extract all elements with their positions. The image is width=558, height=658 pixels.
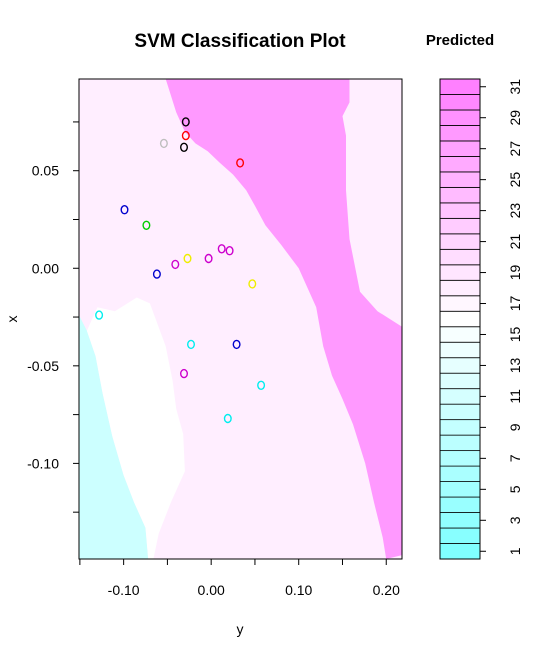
x-axis-label: y: [237, 621, 244, 637]
data-point-4: [236, 158, 245, 168]
data-points: [95, 117, 266, 424]
color-key-label: 15: [507, 327, 523, 343]
color-key-cell: [439, 434, 481, 452]
color-key-cell: [439, 341, 481, 359]
color-key-cell: [439, 372, 481, 390]
data-point-0: [181, 117, 190, 127]
x-tick-label: -0.10: [108, 582, 140, 598]
color-key-cell: [439, 125, 481, 142]
data-point-6: [142, 220, 151, 231]
color-key-label: 31: [507, 79, 523, 95]
color-key-label: 25: [507, 172, 523, 188]
data-point-16: [232, 339, 241, 350]
decision-region-1: [86, 297, 185, 559]
decision-region-0: [79, 315, 149, 559]
color-key-cell: [439, 186, 481, 204]
decision-regions: [79, 79, 402, 559]
color-key-cell: [439, 465, 481, 482]
color-key-cell: [439, 78, 481, 95]
data-point-10: [183, 253, 192, 264]
y-tick-label: 0.00: [32, 260, 59, 276]
color-key-label: 23: [507, 203, 523, 219]
data-point-13: [248, 279, 257, 289]
data-point-7: [217, 244, 226, 254]
color-key-label: 19: [507, 265, 523, 281]
chart-title: SVM Classification Plot: [134, 31, 346, 52]
color-key-cell: [439, 217, 481, 235]
color-key-cell: [439, 512, 481, 529]
legend-title: Predicted: [426, 32, 494, 49]
color-key-cell: [439, 310, 481, 328]
data-point-2: [159, 138, 168, 149]
color-key-cell: [439, 481, 481, 498]
color-key-cell: [439, 326, 481, 343]
decision-region-2: [165, 79, 402, 559]
color-key-cell: [439, 109, 481, 126]
y-axis-label: x: [4, 316, 20, 323]
color-key-label: 17: [507, 296, 523, 312]
color-key-cell: [439, 496, 481, 513]
data-point-12: [152, 269, 161, 279]
data-point-17: [179, 368, 188, 379]
data-point-1: [181, 130, 190, 141]
x-tick-label: 0.20: [373, 582, 400, 598]
color-key-label: 13: [507, 358, 523, 374]
data-point-19: [223, 413, 232, 424]
color-key-cell: [439, 279, 481, 297]
data-point-3: [179, 142, 188, 153]
color-key-cell: [439, 543, 481, 560]
color-key-label: 3: [507, 516, 523, 524]
y-tick-label: 0.05: [32, 163, 59, 179]
color-key-cell: [439, 527, 481, 544]
color-key-cell: [439, 403, 481, 421]
color-key-cell: [439, 388, 481, 405]
color-key-cell: [439, 295, 481, 312]
y-tick-label: -0.10: [27, 455, 59, 471]
color-key-cell: [439, 419, 481, 436]
color-key-cell: [439, 171, 481, 188]
color-key-label: 21: [507, 234, 523, 250]
color-key-label: 1: [507, 547, 523, 555]
color-key-cell: [439, 94, 481, 111]
color-key-label: 29: [507, 110, 523, 126]
data-point-8: [225, 245, 234, 256]
y-tick-label: -0.05: [27, 358, 59, 374]
color-key-cell: [439, 357, 481, 374]
color-key-cell: [439, 202, 481, 219]
color-key-label: 7: [507, 454, 523, 462]
color-key-border: [439, 78, 481, 560]
color-key-cell: [439, 450, 481, 467]
color-key-cell: [439, 264, 481, 281]
color-key-label: 5: [507, 485, 523, 493]
color-key-cell: [439, 248, 481, 266]
x-tick-label: 0.00: [198, 582, 225, 598]
data-point-9: [204, 253, 213, 264]
color-key-cell: [439, 140, 481, 157]
data-point-18: [257, 380, 266, 390]
x-tick-label: 0.10: [285, 582, 312, 598]
color-key-label: 27: [507, 141, 523, 157]
color-key-cell: [439, 233, 481, 250]
color-key-label: 11: [507, 389, 523, 404]
data-point-14: [95, 310, 104, 320]
y-axis: -0.10 -0.05 0.00 0.05: [27, 121, 80, 513]
color-key-cell: [439, 156, 481, 173]
x-axis: -0.10 0.00 0.10 0.20: [79, 558, 400, 598]
color-key-label: 9: [507, 423, 523, 431]
data-point-15: [186, 339, 195, 350]
data-point-5: [120, 204, 129, 215]
data-point-11: [171, 259, 180, 270]
